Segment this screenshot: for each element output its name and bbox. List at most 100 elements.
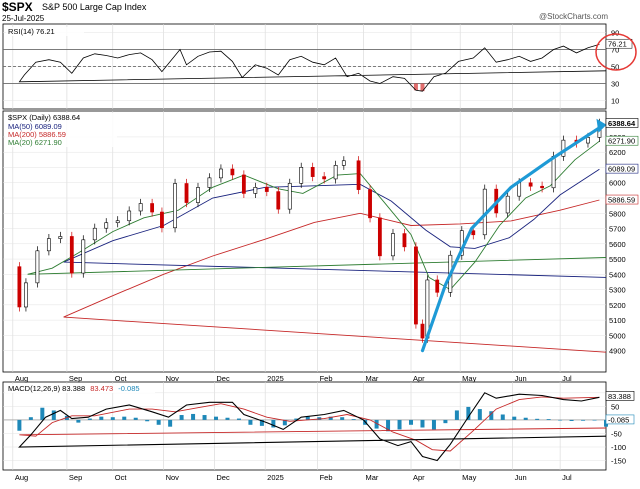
macd-histogram-bar [110, 417, 115, 420]
macd-legend-main: MACD(12,26,9) 83.388 [8, 384, 85, 393]
macd-histogram-bar [122, 416, 127, 420]
price-candle [138, 203, 143, 212]
price-candle [17, 266, 22, 308]
price-candle [540, 185, 544, 189]
price-candle [505, 195, 510, 214]
macd-histogram-bar [569, 419, 574, 421]
price-y-tick-label: 6200 [609, 148, 626, 157]
macd-histogram-bar [592, 419, 597, 421]
price-value-tag-bg [605, 135, 639, 146]
macd-histogram-bar [40, 407, 45, 420]
price-candle [69, 236, 74, 274]
price-candle [299, 167, 304, 184]
rsi-layer [3, 44, 607, 92]
price-candle [35, 250, 40, 284]
macd-x-tick-label: Aug [15, 473, 28, 482]
rsi-legend-bg [6, 27, 84, 36]
price-candle [173, 183, 177, 229]
rsi-highlight-circle [595, 33, 637, 71]
rsi-y-tick-label: 70 [611, 46, 619, 55]
price-y-tick-label: 6000 [609, 179, 626, 188]
price-y-tick-label: 5200 [609, 301, 626, 310]
price-x-tick-label: May [462, 374, 476, 383]
macd-signal-line [19, 396, 607, 452]
price-candle [322, 176, 327, 180]
macd-histogram-bar [202, 415, 207, 420]
macd-histogram-bar [305, 416, 310, 420]
ma50-legend-label: MA(50) 6089.09 [8, 122, 62, 131]
ma200-line [63, 199, 607, 353]
macd-x-tick-label: Sep [69, 473, 82, 482]
price-y-tick-label: 4900 [609, 347, 626, 356]
rsi-value-tag: 76.21 [608, 40, 627, 49]
trend-arrow [420, 126, 602, 353]
price-candle [435, 279, 440, 293]
macd-legend: MACD(12,26,9) 83.388 83.473 -0.085 [5, 384, 155, 393]
macd-histogram-bar [156, 419, 161, 425]
price-panel-frame [2, 110, 607, 373]
price-value-tag: 6089.09 [608, 165, 635, 174]
price-y-tick-label: 5600 [609, 240, 626, 249]
chart-subtitle: S&P 500 Large Cap Index [42, 2, 147, 12]
macd-histogram-bar [454, 410, 459, 420]
price-candle [184, 183, 189, 203]
price-candle [414, 246, 418, 325]
price-candle [551, 156, 556, 189]
price-layer [17, 118, 607, 353]
price-value-tag-bg [605, 118, 639, 128]
price-value-tag-bg [605, 194, 639, 205]
price-candle [420, 323, 425, 339]
macd-histogram-bar [145, 419, 150, 422]
price-value-tag: 6271.90 [608, 137, 635, 146]
macd-value-tag-bg [605, 414, 635, 425]
macd-histogram-bar [420, 419, 425, 428]
price-x-tick-label: Nov [166, 374, 180, 383]
ma20-legend-label: MA(20) 6271.90 [8, 138, 62, 147]
rsi-oversold-shade [420, 83, 425, 92]
macd-histogram-bar [248, 419, 253, 425]
rsi-legend: RSI(14) 76.21 [6, 27, 84, 36]
macd-legend-hist: -0.085 [118, 384, 139, 393]
chart-date: 25-Jul-2025 [2, 14, 45, 23]
price-candle [58, 236, 63, 239]
rsi-legend-label: RSI(14) 76.21 [8, 27, 55, 36]
price-candle [115, 220, 120, 224]
price-candle [150, 203, 155, 213]
price-value-tag-bg [605, 163, 639, 174]
macd-histogram-bar [76, 419, 81, 423]
price-y-tick-label: 5800 [609, 209, 626, 218]
ma200-legend-label: MA(200) 5886.59 [8, 130, 66, 139]
macd-histogram-bar [87, 418, 92, 420]
price-candle [517, 182, 522, 197]
price-candle [528, 182, 533, 187]
price-candle [586, 137, 590, 144]
macd-histogram-bar [397, 419, 402, 430]
price-candle [333, 165, 338, 180]
price-candle [127, 210, 132, 222]
price-legend-title: $SPX (Daily) 6388.64 [8, 113, 80, 122]
price-y-tick-label: 5700 [609, 225, 626, 234]
macd-histogram-bar [535, 418, 540, 420]
price-x-tick-label: Jun [515, 374, 527, 383]
price-candle [104, 222, 109, 229]
macd-y-tick-label: 50 [611, 402, 619, 411]
price-candle [46, 238, 51, 252]
macd-histogram-bar [500, 414, 505, 420]
macd-x-tick-label: Mar [365, 473, 378, 482]
price-candle [377, 217, 382, 257]
macd-legend-bg [5, 384, 155, 393]
macd-histogram-bar [409, 419, 414, 425]
price-x-tick-label: Apr [413, 374, 425, 383]
macd-histogram-bar [477, 409, 482, 420]
price-x-tick-label: Mar [365, 374, 378, 383]
price-candle [219, 168, 223, 179]
macd-y-tick-label: -150 [611, 457, 626, 466]
rsi-line [18, 44, 607, 92]
macd-x-tick-label: Jun [515, 473, 527, 482]
rsi-y-tick-label: 90 [611, 29, 619, 38]
price-y-tick-label: 5400 [609, 270, 626, 279]
macd-histogram-bar [51, 410, 56, 420]
price-x-tick-label: Feb [320, 374, 333, 383]
macd-x-tick-label: May [462, 473, 476, 482]
